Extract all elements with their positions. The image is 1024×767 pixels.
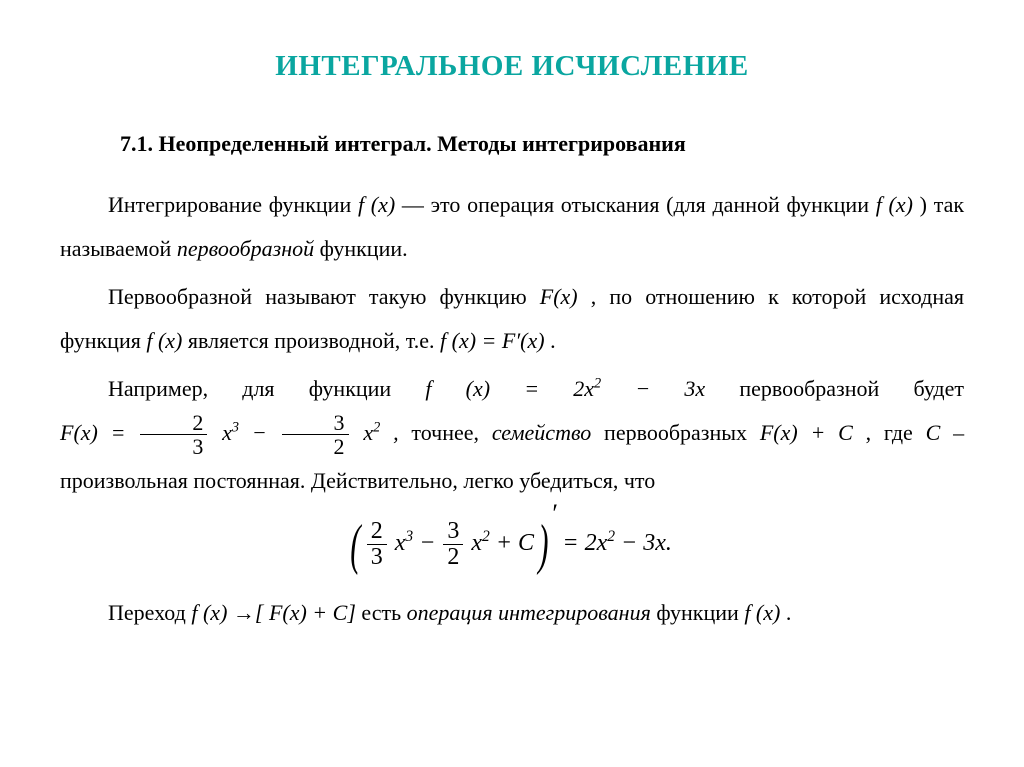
math-Fx-eq: F(x) = 2 3 x3 − 3 2 x2 , (60, 420, 411, 445)
text: = 2x (562, 530, 607, 556)
emphasis: первообразной (177, 236, 314, 261)
text: Интегрирование функции (108, 192, 358, 217)
eq-inner: 2 3 x3 − 3 2 x2 + C (365, 519, 534, 570)
denominator: 3 (367, 545, 387, 570)
text: . (550, 328, 556, 353)
numerator: 3 (282, 411, 349, 435)
text: первообразных (604, 420, 760, 445)
text: , где (866, 420, 926, 445)
text: x (471, 530, 482, 556)
math-eq: f (x) = 2x2 − 3x (425, 376, 739, 401)
text: функции (656, 600, 744, 625)
exp: 3 (232, 420, 239, 436)
text: f (x) = 2x (425, 376, 594, 401)
math-eq: f (x) = F′(x) (440, 328, 545, 353)
denominator: 3 (140, 435, 207, 458)
text: первообразной будет (739, 376, 964, 401)
text: − 3x. (615, 530, 672, 556)
left-paren: ( (350, 517, 360, 573)
math-eq: ( 2 3 x3 − 3 2 x2 + C ) ′ = 2x2 − 3x. (352, 530, 672, 556)
text: , (393, 420, 399, 445)
text: функции. (320, 236, 408, 261)
math-fx: f (x) (358, 192, 395, 217)
text: − (252, 420, 280, 445)
fraction: 3 2 (443, 519, 463, 570)
math-FxC: F(x) + C (760, 420, 853, 445)
exp: 3 (405, 528, 413, 545)
section-heading: 7.1. Неопределенный интеграл. Методы инт… (120, 131, 964, 157)
exp: 2 (482, 528, 490, 545)
text: − 3x (601, 376, 705, 401)
paragraph-4: Переход f (x) →[ F(x) + C] есть операция… (60, 591, 964, 635)
text: x (363, 420, 373, 445)
math-fx: f (x) (146, 328, 182, 353)
paragraph-1: Интегрирование функции f (x) — это опера… (60, 183, 964, 271)
page: ИНТЕГРАЛЬНОЕ ИСЧИСЛЕНИЕ 7.1. Неопределен… (0, 0, 1024, 767)
text: − (419, 530, 441, 556)
numerator: 2 (140, 411, 207, 435)
text: Первообразной называют такую функцию (108, 284, 540, 309)
text: Переход (108, 600, 191, 625)
math-Fx: F(x) (540, 284, 578, 309)
math-transition: f (x) →[ F(x) + C] (191, 600, 356, 625)
right-paren: ) (538, 517, 548, 573)
denominator: 2 (443, 545, 463, 570)
exp: 2 (373, 420, 380, 436)
text: + C (496, 530, 534, 556)
display-equation: ( 2 3 x3 − 3 2 x2 + C ) ′ = 2x2 − 3x. (60, 517, 964, 573)
math-fx: f (x) (744, 600, 780, 625)
numerator: 2 (367, 519, 387, 545)
math-C: C (926, 420, 941, 445)
fraction: 3 2 (282, 411, 349, 458)
text: . (786, 600, 792, 625)
text: есть (361, 600, 406, 625)
emphasis: операция интегрирования (407, 600, 651, 625)
text: Например, для функции (108, 376, 425, 401)
text: F(x) = (60, 420, 138, 445)
denominator: 2 (282, 435, 349, 458)
fraction: 2 3 (140, 411, 207, 458)
fraction: 2 3 (367, 519, 387, 570)
text: точнее, (411, 420, 491, 445)
numerator: 3 (443, 519, 463, 545)
exp: 2 (607, 528, 615, 545)
text: является производной, т.е. (188, 328, 440, 353)
paragraph-3: Например, для функции f (x) = 2x2 − 3x п… (60, 367, 964, 503)
text: x (222, 420, 232, 445)
paragraph-2: Первообразной называют такую функцию F(x… (60, 275, 964, 363)
text: x (395, 530, 406, 556)
page-title: ИНТЕГРАЛЬНОЕ ИСЧИСЛЕНИЕ (60, 50, 964, 83)
text: — это операция отыскания (для данной фун… (402, 192, 876, 217)
prime: ′ (551, 499, 557, 529)
math-fx: f (x) (876, 192, 913, 217)
emphasis: семейство (492, 420, 591, 445)
